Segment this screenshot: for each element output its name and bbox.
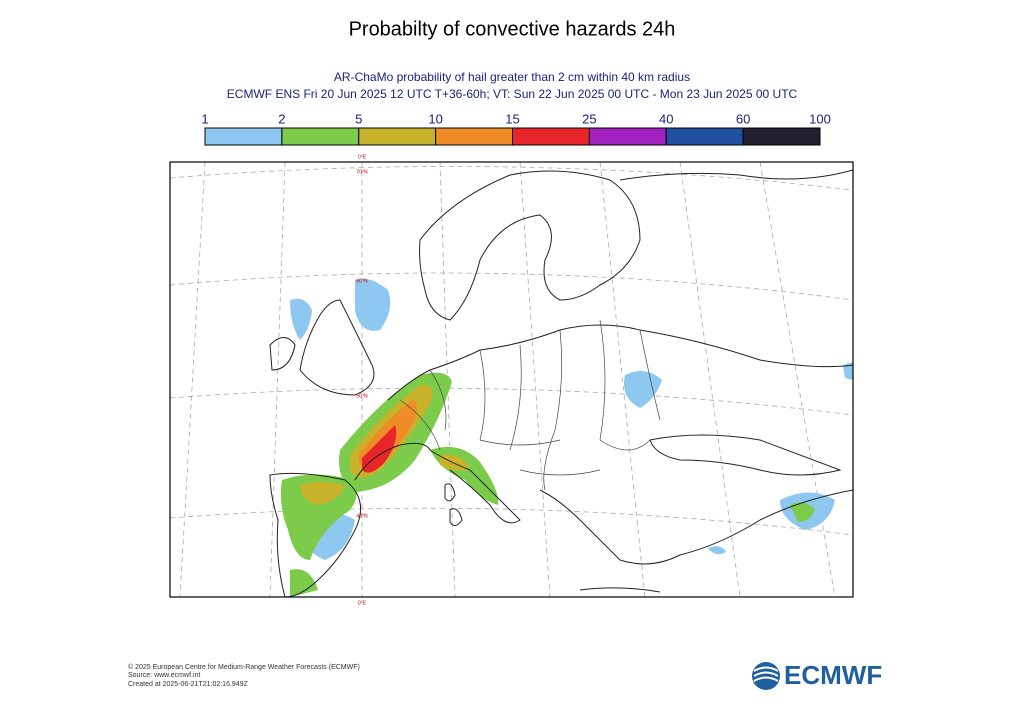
lat-label: 60°N (356, 278, 368, 284)
legend: 1 2 5 10 15 25 40 60 100 (201, 111, 831, 146)
coastlines (269, 169, 853, 597)
title: Probabilty of convective hazards 24h (349, 18, 676, 40)
legend-label: 60 (736, 111, 750, 126)
hazard-area (843, 362, 853, 380)
legend-label: 25 (582, 111, 596, 126)
hazard-area (290, 569, 318, 597)
legend-swatch (742, 127, 821, 146)
legend-label: 2 (278, 111, 285, 126)
logo-text: ECMWF (784, 660, 882, 690)
legend-label: 10 (428, 111, 442, 126)
hazard-areas (280, 278, 853, 597)
logo: ECMWF (752, 660, 882, 690)
footer: © 2025 European Centre for Medium-Range … (128, 663, 360, 688)
hazard-area (624, 371, 662, 408)
footer-line: © 2025 European Centre for Medium-Range … (128, 663, 360, 671)
hazard-area (790, 502, 815, 522)
lat-label: 50°N (356, 393, 368, 399)
legend-swatch (281, 127, 360, 146)
lon-label: 0°E (358, 600, 367, 606)
hazard-area (708, 546, 726, 555)
borders (399, 319, 661, 491)
hazard-area (355, 278, 391, 331)
map-frame (169, 161, 854, 598)
subtitle: AR-ChaMo probability of hail greater tha… (334, 70, 690, 84)
legend-label: 1 (201, 111, 208, 126)
legend-label: 40 (659, 111, 673, 126)
legend-label: 100 (809, 111, 831, 126)
hazard-area (300, 481, 345, 505)
legend-swatch (512, 127, 590, 146)
legend-swatch (665, 127, 744, 146)
legend-swatch (588, 127, 667, 146)
lon-label: 0°E (358, 154, 367, 160)
legend-swatch (435, 127, 513, 146)
subtitle: ECMWF ENS Fri 20 Jun 2025 12 UTC T+36-60… (227, 87, 798, 101)
footer-line: Source: www.ecmwf.int (128, 672, 200, 679)
legend-swatch (358, 127, 437, 146)
legend-label: 15 (505, 111, 519, 126)
footer-line: Created at 2025-06-21T21:02:16.949Z (128, 681, 249, 688)
lat-label: 70°N (356, 169, 368, 175)
legend-label: 5 (355, 111, 362, 126)
map: 0°E 70°N 60°N 50°N 40°N 0°E (169, 154, 854, 606)
graticule (170, 162, 853, 597)
lat-label: 40°N (356, 513, 368, 519)
legend-swatch (204, 127, 283, 146)
hazard-area (290, 298, 312, 340)
